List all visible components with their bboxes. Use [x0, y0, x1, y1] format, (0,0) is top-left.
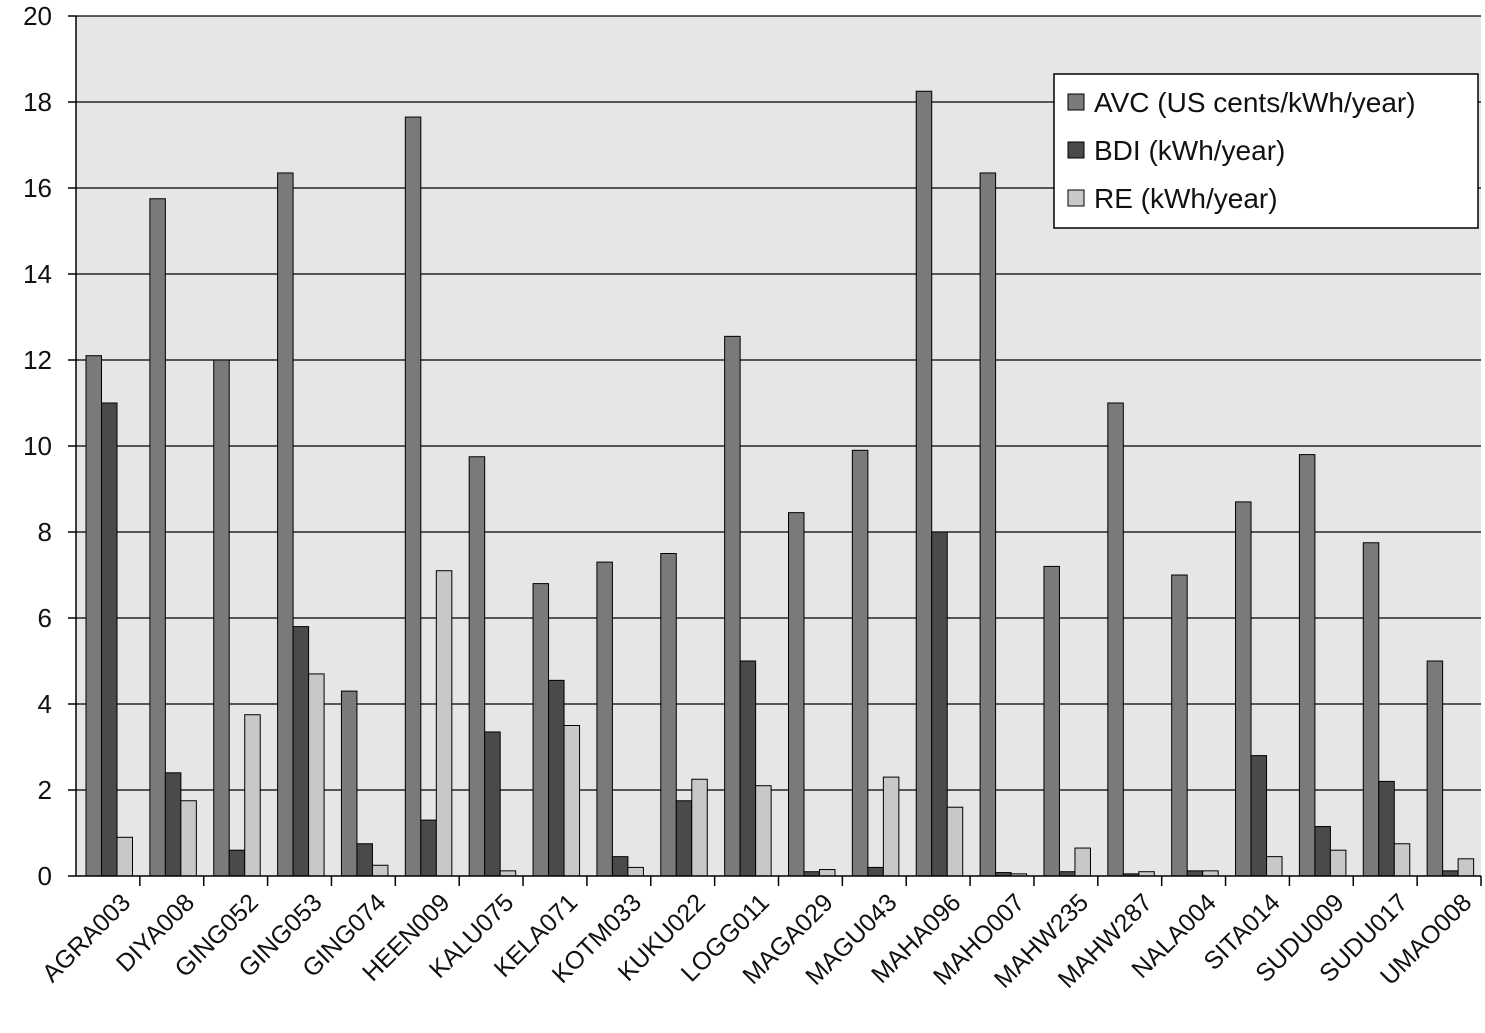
bar-bdi-ging052	[228, 849, 246, 877]
bar-re-heen009	[435, 570, 453, 877]
bar-re-ging052	[244, 714, 261, 877]
bar-bdi-kuku022	[675, 800, 693, 877]
bar-re-ging074	[371, 864, 389, 877]
y-tick-label: 16	[23, 173, 52, 203]
bar-re-umao008	[1457, 858, 1475, 877]
bar-avc-magu043	[851, 449, 869, 877]
bar-avc-agra003	[85, 355, 102, 877]
bar-avc-maga029	[788, 512, 805, 877]
bar-avc-kela071	[532, 583, 550, 877]
legend: AVC (US cents/kWh/year) BDI (kWh/year) R…	[1053, 73, 1479, 229]
bar-avc-umao008	[1426, 660, 1444, 877]
legend-swatch-bdi	[1067, 141, 1085, 159]
bar-re-mahw235	[1074, 847, 1091, 877]
legend-swatch-avc	[1067, 93, 1085, 111]
bar-re-magu043	[882, 776, 900, 877]
bar-re-kela071	[563, 725, 581, 877]
legend-label-avc: AVC (US cents/kWh/year)	[1094, 87, 1416, 118]
bar-re-kotm033	[627, 866, 644, 877]
y-tick-label: 18	[23, 87, 52, 117]
bar-re-sudu017	[1393, 843, 1411, 877]
bar-avc-maho007	[979, 172, 997, 877]
bar-re-logg011	[755, 785, 772, 877]
y-tick-label: 6	[38, 603, 52, 633]
bar-bdi-kotm033	[611, 856, 629, 877]
y-axis-ticks: 0 2 4 6 8 10 12 14 16 18 20	[23, 1, 76, 891]
y-tick-label: 2	[38, 775, 52, 805]
bar-avc-mahw235	[1043, 565, 1060, 877]
bar-re-maha096	[946, 806, 964, 877]
legend-swatch-re	[1067, 189, 1085, 207]
legend-label-re: RE (kWh/year)	[1094, 183, 1278, 214]
bar-bdi-sudu017	[1378, 780, 1395, 877]
bar-re-agra003	[116, 836, 133, 877]
y-tick-label: 0	[38, 861, 52, 891]
bar-avc-kuku022	[660, 553, 677, 877]
bar-re-ging053	[308, 673, 325, 877]
bar-bdi-kalu075	[484, 731, 501, 877]
y-tick-label: 8	[38, 517, 52, 547]
bar-re-nala004	[1202, 870, 1219, 877]
bar-bdi-logg011	[739, 660, 757, 877]
x-axis-ticks: AGRA003DIYA008GING052GING053GING074HEEN0…	[37, 876, 1482, 994]
bar-avc-sita014	[1235, 501, 1252, 877]
bar-bdi-sita014	[1250, 755, 1268, 877]
y-tick-label: 12	[23, 345, 52, 375]
bar-bdi-magu043	[867, 866, 884, 877]
bar-avc-ging053	[277, 172, 294, 877]
bar-bdi-maha096	[931, 531, 948, 877]
bar-avc-sudu009	[1298, 454, 1316, 877]
bar-avc-maha096	[915, 90, 933, 877]
bar-avc-mahw287	[1107, 402, 1124, 877]
bar-bdi-nala004	[1186, 870, 1204, 877]
bar-bdi-heen009	[420, 819, 437, 877]
bar-re-maga029	[819, 869, 836, 877]
bar-avc-nala004	[1171, 574, 1188, 877]
bar-bdi-ging053	[292, 626, 310, 877]
y-tick-label: 10	[23, 431, 52, 461]
bar-re-sudu009	[1329, 849, 1347, 877]
bar-bdi-agra003	[101, 402, 118, 877]
y-tick-label: 20	[23, 1, 52, 31]
bar-avc-kalu075	[468, 456, 486, 877]
bar-bdi-ging074	[356, 843, 373, 877]
bar-re-diya008	[180, 800, 197, 877]
bar-re-sita014	[1266, 856, 1283, 877]
bar-avc-diya008	[149, 198, 166, 877]
legend-label-bdi: BDI (kWh/year)	[1094, 135, 1285, 166]
legend-box	[1053, 73, 1479, 229]
bar-re-kuku022	[691, 778, 708, 877]
bar-bdi-umao008	[1442, 870, 1459, 877]
bar-avc-kotm033	[596, 561, 613, 877]
bar-bdi-diya008	[164, 772, 182, 877]
bar-avc-logg011	[724, 335, 741, 877]
y-tick-label: 14	[23, 259, 52, 289]
bar-avc-ging074	[340, 690, 358, 877]
bars	[85, 90, 1475, 877]
bar-avc-ging052	[213, 359, 230, 877]
bar-bdi-kela071	[548, 679, 565, 877]
bar-avc-sudu017	[1362, 542, 1380, 877]
gridlines	[76, 15, 1481, 791]
bar-avc-heen009	[404, 116, 422, 877]
bar-re-kalu075	[499, 870, 517, 877]
bar-bdi-sudu009	[1314, 826, 1331, 877]
x-tick-label: AGRA003	[37, 888, 136, 987]
y-tick-label: 4	[38, 689, 52, 719]
